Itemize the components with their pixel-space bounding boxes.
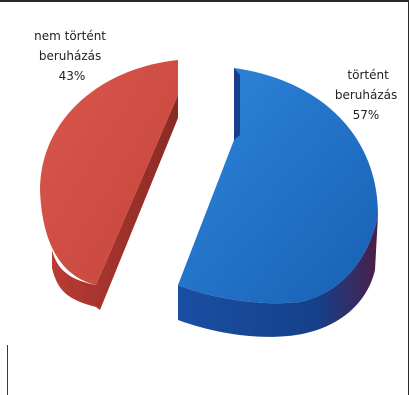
slice-tortent — [178, 68, 378, 337]
slice-tortent-cut-face — [234, 68, 240, 140]
slice-nem-tortent-side — [52, 95, 178, 310]
frame-left-edge — [7, 345, 8, 395]
label-tortent-line2: beruházás — [335, 88, 397, 102]
label-nem-tortent-line2: beruházás — [39, 49, 101, 63]
label-nem-tortent-line1: nem történt — [34, 29, 106, 43]
slice-tortent-side — [178, 215, 378, 337]
label-tortent-value: 57% — [353, 108, 380, 122]
label-nem-tortent: nem történt beruházás 43% — [34, 29, 110, 83]
label-tortent: történt beruházás 57% — [335, 68, 401, 122]
label-nem-tortent-value: 43% — [59, 69, 86, 83]
label-tortent-line1: történt — [347, 68, 389, 82]
slice-tortent-top — [178, 68, 378, 304]
slice-nem-tortent — [40, 60, 178, 310]
slice-nem-tortent-top — [40, 60, 178, 285]
